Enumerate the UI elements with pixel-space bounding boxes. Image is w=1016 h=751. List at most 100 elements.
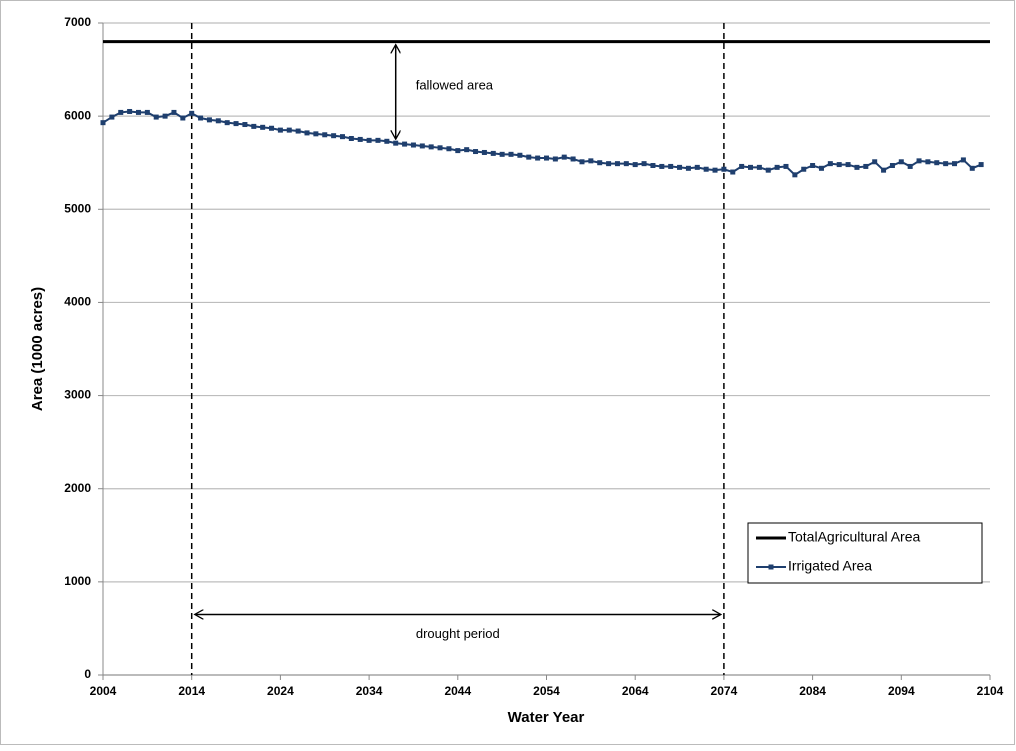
point xyxy=(783,163,789,169)
x-tick-label: 2054 xyxy=(533,684,560,698)
y-tick-label: 5000 xyxy=(64,201,91,215)
legend-label: TotalAgricultural Area xyxy=(788,529,921,545)
point xyxy=(792,172,798,178)
point xyxy=(304,130,310,136)
point xyxy=(481,149,487,155)
y-tick-label: 4000 xyxy=(64,295,91,309)
point xyxy=(978,162,984,168)
point xyxy=(402,141,408,147)
legend-marker xyxy=(768,564,774,570)
point xyxy=(331,133,337,139)
y-tick-label: 3000 xyxy=(64,388,91,402)
point xyxy=(224,120,230,126)
point xyxy=(410,142,416,148)
point xyxy=(863,163,869,169)
point xyxy=(632,162,638,168)
point xyxy=(428,144,434,150)
point xyxy=(614,161,620,167)
point xyxy=(703,166,709,172)
point xyxy=(756,164,762,170)
point xyxy=(659,163,665,169)
y-tick-label: 6000 xyxy=(64,108,91,122)
point xyxy=(712,167,718,173)
point xyxy=(588,158,594,164)
point xyxy=(162,113,168,119)
point xyxy=(765,167,771,173)
point xyxy=(730,169,736,175)
x-tick-label: 2004 xyxy=(90,684,117,698)
point xyxy=(623,161,629,167)
legend-label: Irrigated Area xyxy=(788,558,872,574)
point xyxy=(286,127,292,133)
point xyxy=(916,158,922,164)
point xyxy=(960,157,966,163)
annotation-text: drought period xyxy=(416,626,500,641)
point xyxy=(473,149,479,155)
x-tick-label: 2014 xyxy=(178,684,205,698)
point xyxy=(384,138,390,144)
point xyxy=(544,155,549,161)
point xyxy=(357,136,363,142)
point xyxy=(836,162,842,168)
point xyxy=(597,160,603,166)
legend-box xyxy=(747,522,983,584)
point xyxy=(827,161,833,167)
point xyxy=(260,124,266,130)
point xyxy=(561,154,567,160)
point xyxy=(366,137,372,143)
x-tick-label: 2044 xyxy=(444,684,471,698)
point xyxy=(748,164,754,170)
point xyxy=(889,163,895,169)
point xyxy=(934,160,940,166)
point xyxy=(969,165,975,171)
x-tick-label: 2094 xyxy=(888,684,915,698)
x-tick-label: 2084 xyxy=(799,684,826,698)
point xyxy=(295,128,301,134)
point xyxy=(898,159,904,165)
point xyxy=(650,163,656,169)
y-tick-label: 7000 xyxy=(64,15,91,29)
point xyxy=(517,152,523,158)
series-line xyxy=(102,110,982,177)
point xyxy=(322,132,328,138)
y-tick-label: 2000 xyxy=(64,481,91,495)
point xyxy=(127,108,133,114)
point xyxy=(668,163,674,169)
point xyxy=(206,117,212,123)
point xyxy=(419,143,425,149)
point xyxy=(854,164,860,170)
point xyxy=(135,109,141,115)
point xyxy=(339,134,345,140)
point xyxy=(872,159,878,165)
point xyxy=(570,156,576,162)
point xyxy=(943,161,949,167)
x-tick-label: 2064 xyxy=(622,684,649,698)
point xyxy=(845,162,851,168)
point xyxy=(606,161,612,167)
x-axis-title: Water Year xyxy=(508,709,585,726)
point xyxy=(721,166,727,172)
annotation-text: fallowed area xyxy=(416,77,494,92)
y-tick-label: 1000 xyxy=(64,574,91,588)
point xyxy=(552,156,558,162)
y-tick-label: 0 xyxy=(84,667,91,681)
point xyxy=(189,110,195,116)
x-tick-label: 2074 xyxy=(711,684,738,698)
x-tick-label: 2104 xyxy=(977,684,1004,698)
point xyxy=(810,163,816,169)
point xyxy=(242,122,248,128)
point xyxy=(508,151,514,157)
point xyxy=(446,146,452,152)
point xyxy=(375,137,381,143)
point xyxy=(526,154,532,160)
point xyxy=(118,109,124,115)
point xyxy=(109,114,115,120)
point xyxy=(393,140,399,146)
point xyxy=(464,147,470,153)
point xyxy=(100,120,106,126)
point xyxy=(925,159,931,165)
point xyxy=(952,161,958,167)
x-tick-label: 2024 xyxy=(267,684,294,698)
